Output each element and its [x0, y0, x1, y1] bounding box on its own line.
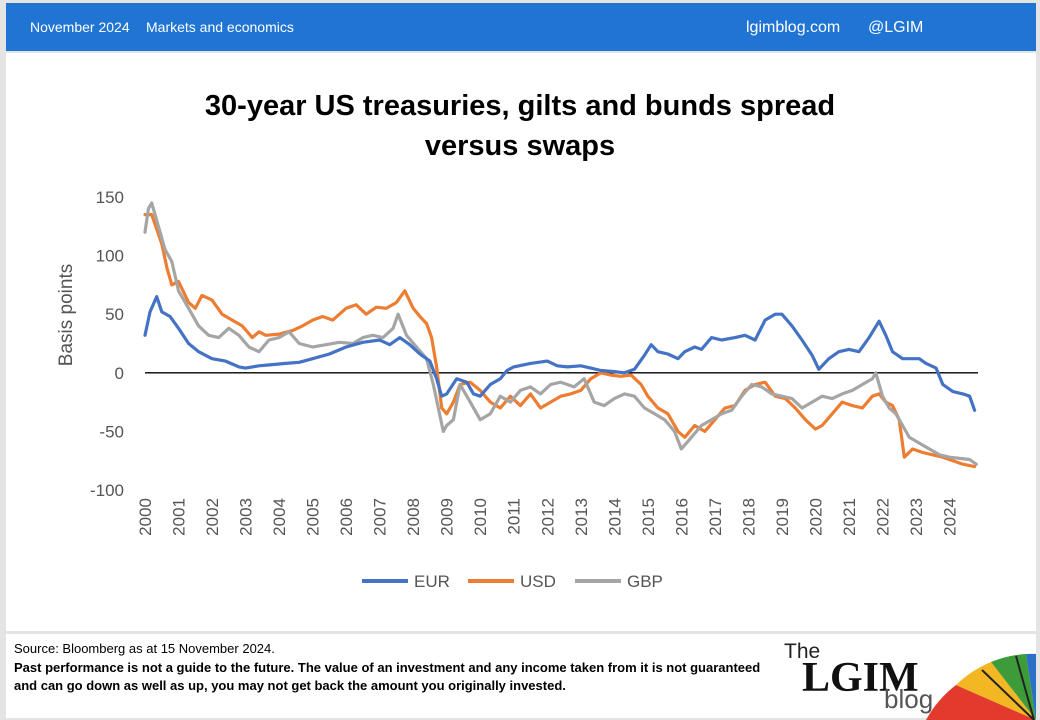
header-section-link[interactable]: Markets and economics	[146, 19, 294, 35]
x-tick-label: 2003	[237, 498, 256, 536]
x-tick-labels: 2000 2001 2002 2003 2004 2005 2006 2007 2008 2009…	[136, 498, 960, 536]
chart-title-line2: versus swaps	[424, 130, 616, 162]
x-tick-label: 2000	[136, 498, 155, 536]
footer: Source: Bloomberg as at 15 November 2024…	[6, 634, 1036, 718]
y-axis-label: Basis points	[56, 264, 77, 366]
x-tick-label: 2006	[337, 498, 356, 536]
x-tick-label: 2023	[907, 498, 926, 536]
umbrella-icon	[926, 653, 1036, 720]
x-tick-label: 2008	[404, 498, 423, 536]
header-twitter-handle[interactable]: @LGIM	[868, 19, 924, 36]
y-tick-label: -50	[99, 422, 124, 441]
series-line-usd	[143, 213, 977, 469]
x-tick-label: 2019	[773, 498, 792, 536]
x-tick-label: 2002	[203, 498, 222, 536]
x-tick-label: 2010	[471, 498, 490, 536]
lgim-blog-logo: The LGIM blog	[776, 640, 1036, 720]
x-tick-label: 2001	[170, 498, 189, 536]
x-tick-label: 2015	[639, 498, 658, 536]
x-tick-label: 2014	[605, 498, 624, 536]
legend: EUR USD GBP	[362, 572, 663, 591]
x-tick-label: 2007	[371, 498, 390, 536]
x-tick-label: 2022	[873, 498, 892, 536]
chart-title-line1: 30-year US treasuries, gilts and bunds s…	[204, 90, 836, 122]
y-tick-label: 50	[105, 305, 124, 324]
x-tick-label: 2012	[538, 498, 557, 536]
y-tick-label: 0	[115, 364, 124, 383]
header-site-link[interactable]: lgimblog.com	[746, 19, 841, 36]
x-tick-label: 2024	[941, 498, 960, 536]
x-tick-label: 2004	[270, 498, 289, 536]
y-tick-label: -100	[90, 481, 124, 500]
header-date: November 2024	[30, 19, 130, 35]
logo-blog: blog	[884, 684, 934, 714]
x-tick-label: 2005	[304, 498, 323, 536]
source-note: Source: Bloomberg as at 15 November 2024…	[14, 641, 275, 656]
x-tick-label: 2016	[672, 498, 691, 536]
x-tick-label: 2013	[572, 498, 591, 536]
x-tick-label: 2011	[505, 498, 524, 535]
x-tick-label: 2021	[840, 498, 859, 536]
series-line-eur	[143, 295, 977, 412]
y-tick-labels: 150 100 50 0 -50 -100	[90, 188, 124, 500]
logo-brand: LGIM	[802, 655, 919, 701]
disclaimer: Past performance is not a guide to the f…	[14, 660, 761, 693]
header-bar: November 2024 Markets and economics lgim…	[6, 3, 1036, 51]
legend-label-gbp: GBP	[627, 572, 663, 591]
logo-the: The	[784, 640, 821, 663]
x-tick-label: 2009	[438, 498, 457, 536]
y-tick-label: 150	[96, 188, 124, 207]
x-tick-label: 2018	[739, 498, 758, 536]
series-group	[143, 201, 978, 469]
x-tick-label: 2020	[806, 498, 825, 536]
x-tick-label: 2017	[706, 498, 725, 536]
series-line-gbp	[143, 201, 978, 466]
legend-label-eur: EUR	[414, 572, 450, 591]
y-tick-label: 100	[96, 247, 124, 266]
legend-label-usd: USD	[520, 572, 556, 591]
